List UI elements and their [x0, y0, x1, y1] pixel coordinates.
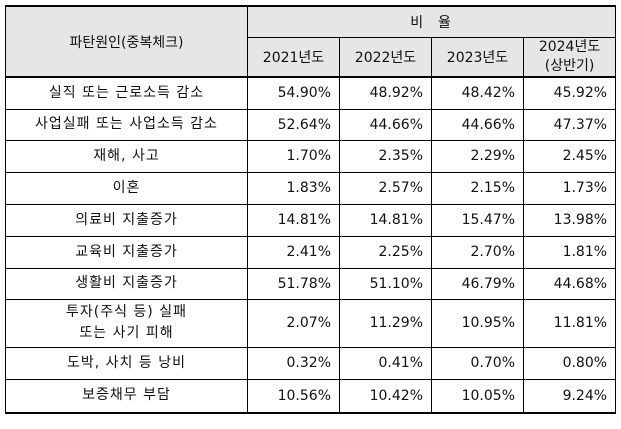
row-value: 2.41% — [247, 235, 340, 269]
row-value: 0.41% — [339, 346, 432, 380]
row-value: 10.56% — [247, 378, 340, 414]
row-value: 14.81% — [247, 203, 340, 237]
row-cause: 교육비 지출증가 — [5, 235, 248, 269]
table-row: 이혼 1.83% 2.57% 2.15% 1.73% — [5, 171, 617, 205]
row-value: 1.73% — [522, 171, 617, 205]
table-header: 파탄원인(중복체크) 비 율 2021년도 2022년도 2023년도 2024… — [5, 5, 617, 78]
row-cause: 이혼 — [5, 171, 248, 205]
row-cause: 실직 또는 근로소득 감소 — [5, 76, 248, 110]
row-value: 14.81% — [339, 203, 432, 237]
header-year-2024-line2: (상반기) — [544, 57, 595, 74]
row-value: 2.15% — [431, 171, 524, 205]
header-year-2024-line1: 2024년도 — [538, 38, 601, 55]
table-row: 도박, 사치 등 낭비 0.32% 0.41% 0.70% 0.80% — [5, 346, 617, 380]
row-cause: 사업실패 또는 사업소득 감소 — [5, 108, 248, 141]
row-cause: 재해, 사고 — [5, 139, 248, 173]
row-value: 0.70% — [431, 346, 524, 380]
row-cause: 보증채무 부담 — [5, 378, 248, 414]
table-row: 사업실패 또는 사업소득 감소 52.64% 44.66% 44.66% 47.… — [5, 108, 617, 141]
row-value: 11.29% — [339, 298, 432, 348]
row-value: 51.10% — [339, 267, 432, 300]
row-value: 2.70% — [431, 235, 524, 269]
header-cause: 파탄원인(중복체크) — [5, 5, 248, 78]
row-cause-line1: 투자(주식 등) 실패 — [66, 304, 187, 320]
row-value: 2.57% — [339, 171, 432, 205]
row-value: 44.66% — [431, 108, 524, 141]
row-value: 52.64% — [247, 108, 340, 141]
row-value: 44.66% — [339, 108, 432, 141]
row-value: 11.81% — [522, 298, 617, 348]
row-value: 0.32% — [247, 346, 340, 380]
row-value: 9.24% — [522, 378, 617, 414]
row-value: 2.45% — [522, 139, 617, 173]
row-value: 15.47% — [431, 203, 524, 237]
row-value: 10.95% — [431, 298, 524, 348]
table-row: 의료비 지출증가 14.81% 14.81% 15.47% 13.98% — [5, 203, 617, 237]
row-value: 47.37% — [522, 108, 617, 141]
row-value: 1.70% — [247, 139, 340, 173]
table-row: 생활비 지출증가 51.78% 51.10% 46.79% 44.68% — [5, 267, 617, 300]
table-row: 교육비 지출증가 2.41% 2.25% 2.70% 1.81% — [5, 235, 617, 269]
row-value: 1.83% — [247, 171, 340, 205]
table-row: 재해, 사고 1.70% 2.35% 2.29% 2.45% — [5, 139, 617, 173]
row-cause: 도박, 사치 등 낭비 — [5, 346, 248, 380]
row-cause: 의료비 지출증가 — [5, 203, 248, 237]
row-value: 2.29% — [431, 139, 524, 173]
row-value: 46.79% — [431, 267, 524, 300]
row-cause-line2: 또는 사기 피해 — [79, 325, 174, 341]
row-value: 48.42% — [431, 76, 524, 110]
header-year-2023: 2023년도 — [431, 36, 524, 78]
row-value: 10.42% — [339, 378, 432, 414]
row-value: 51.78% — [247, 267, 340, 300]
bankruptcy-cause-table: 파탄원인(중복체크) 비 율 2021년도 2022년도 2023년도 2024… — [5, 5, 617, 414]
header-ratio: 비 율 — [246, 5, 617, 38]
row-value: 2.35% — [339, 139, 432, 173]
row-value: 44.68% — [522, 267, 617, 300]
table-row: 투자(주식 등) 실패 또는 사기 피해 2.07% 11.29% 10.95%… — [5, 298, 617, 348]
table-row: 실직 또는 근로소득 감소 54.90% 48.92% 48.42% 45.92… — [5, 76, 617, 110]
table-body: 실직 또는 근로소득 감소 54.90% 48.92% 48.42% 45.92… — [5, 76, 617, 414]
row-value: 48.92% — [339, 76, 432, 110]
row-value: 2.07% — [247, 298, 340, 348]
header-year-2024: 2024년도 (상반기) — [522, 36, 617, 78]
header-year-2021: 2021년도 — [247, 36, 340, 78]
table-row: 보증채무 부담 10.56% 10.42% 10.05% 9.24% — [5, 378, 617, 414]
header-year-2022: 2022년도 — [339, 36, 432, 78]
row-value: 13.98% — [522, 203, 617, 237]
row-value: 45.92% — [522, 76, 617, 110]
table-container: 파탄원인(중복체크) 비 율 2021년도 2022년도 2023년도 2024… — [5, 5, 617, 414]
row-value: 2.25% — [339, 235, 432, 269]
row-value: 10.05% — [431, 378, 524, 414]
row-cause: 생활비 지출증가 — [5, 267, 248, 300]
row-value: 0.80% — [522, 346, 617, 380]
row-value: 1.81% — [522, 235, 617, 269]
row-cause: 투자(주식 등) 실패 또는 사기 피해 — [5, 298, 248, 348]
row-value: 54.90% — [247, 76, 340, 110]
